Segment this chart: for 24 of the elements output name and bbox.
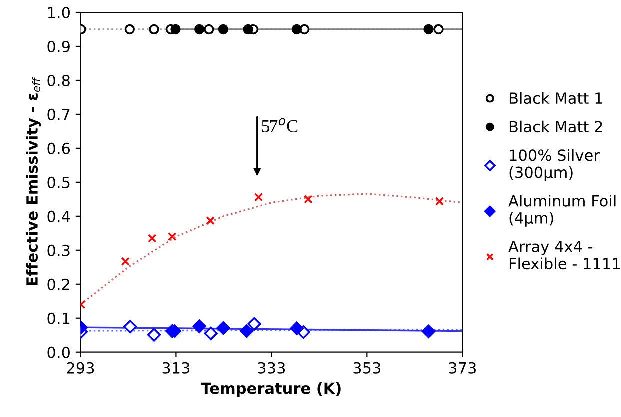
y-tick-label: 0.7 [48, 108, 70, 120]
y-tick-label: 0.0 [48, 346, 70, 358]
y-tick-label: 0.5 [48, 176, 70, 188]
x-tick-label: 353 [354, 362, 381, 374]
x-tick-label: 313 [162, 362, 190, 374]
legend-label: 100% Silver (300µm) [510, 149, 600, 182]
x-axis-title: Temperature (K) [201, 382, 341, 398]
x-tick-label: 333 [258, 362, 286, 374]
y-tick-label: 0.6 [48, 142, 70, 154]
legend-label: Array 4x4 - Flexible - 1111 [508, 241, 620, 270]
y-tick-label: 1.0 [48, 6, 70, 19]
annotation: 57$^{o}$C [262, 118, 298, 132]
legend-label: Black Matt 1 [510, 92, 602, 104]
y-tick-label: 0.4 [48, 210, 70, 222]
y-tick-label: 0.3 [48, 244, 70, 256]
y-tick-label: 0.1 [48, 312, 70, 324]
y-axis-title: Effective Emissivity - ε$_{eff}$ [26, 77, 42, 286]
x-tick-label: 373 [449, 362, 476, 374]
legend-label: Aluminum Foil (4µm) [508, 195, 616, 227]
y-tick-label: 0.8 [48, 74, 70, 87]
x-tick-label: 293 [67, 362, 94, 374]
legend-label: Black Matt 2 [510, 120, 602, 133]
y-tick-label: 0.9 [48, 40, 70, 53]
y-tick-label: 0.2 [48, 278, 70, 290]
